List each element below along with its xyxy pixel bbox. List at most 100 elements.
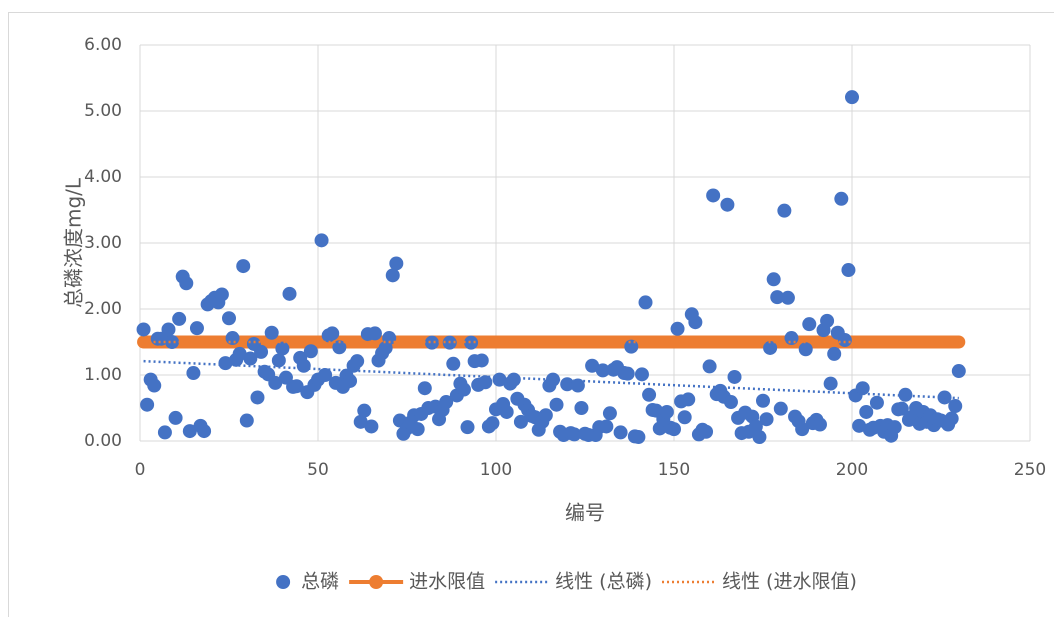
- legend-item: 线性 (进水限值): [662, 571, 857, 593]
- data-point: [474, 353, 489, 368]
- data-point: [140, 397, 155, 412]
- data-point: [424, 335, 439, 350]
- data-point: [898, 387, 913, 402]
- data-point: [727, 369, 742, 384]
- data-point: [852, 418, 867, 433]
- data-point: [855, 381, 870, 396]
- data-point: [951, 364, 966, 379]
- data-point: [894, 401, 909, 416]
- data-point: [499, 404, 514, 419]
- data-point: [567, 427, 582, 442]
- legend-symbol: [276, 575, 291, 589]
- data-point: [784, 331, 799, 346]
- data-point: [136, 322, 151, 337]
- y-tick-label: 3.00: [84, 233, 122, 253]
- y-tick-label: 5.00: [84, 101, 122, 121]
- data-point: [264, 325, 279, 340]
- data-point: [752, 430, 767, 445]
- data-point: [367, 326, 382, 341]
- data-point: [670, 321, 685, 336]
- legend-symbol: [369, 575, 384, 589]
- y-tick-label: 2.00: [84, 299, 122, 319]
- data-point: [634, 367, 649, 382]
- data-point: [222, 311, 236, 326]
- data-point: [699, 424, 714, 439]
- data-point: [570, 378, 585, 393]
- data-point: [770, 290, 785, 305]
- x-tick-label: 150: [658, 460, 690, 480]
- data-point: [250, 390, 265, 405]
- data-point: [631, 430, 646, 445]
- data-point: [827, 346, 842, 361]
- data-point: [197, 424, 212, 439]
- data-point: [659, 404, 674, 419]
- data-point: [186, 366, 201, 381]
- data-point: [706, 188, 721, 203]
- legend-label: 进水限值: [409, 571, 485, 593]
- data-point: [325, 326, 340, 341]
- data-point: [812, 417, 827, 432]
- data-point: [236, 259, 251, 274]
- data-point: [681, 392, 696, 407]
- data-point: [642, 387, 657, 402]
- data-point: [385, 268, 400, 283]
- data-point: [780, 290, 795, 305]
- data-point: [795, 422, 810, 437]
- data-point: [677, 410, 692, 425]
- data-point: [410, 422, 425, 437]
- data-point: [723, 395, 738, 410]
- data-point: [820, 313, 835, 328]
- data-point: [545, 372, 560, 387]
- y-tick-label: 0.00: [84, 431, 122, 451]
- data-point: [595, 363, 610, 378]
- data-point: [549, 397, 564, 412]
- trend-line: [143, 359, 959, 400]
- data-point: [720, 197, 735, 212]
- data-point: [456, 382, 471, 397]
- data-point: [638, 295, 653, 310]
- data-point: [756, 393, 770, 408]
- data-point: [243, 351, 258, 366]
- data-point: [613, 425, 628, 440]
- y-tick-label: 4.00: [84, 167, 122, 187]
- data-point: [702, 359, 717, 374]
- data-point: [357, 403, 372, 418]
- data-point: [189, 321, 204, 336]
- data-point: [834, 191, 849, 206]
- data-point: [777, 203, 792, 218]
- data-point: [798, 342, 813, 357]
- data-point: [845, 90, 859, 105]
- legend-item: 线性 (总磷): [495, 571, 652, 593]
- data-point: [506, 372, 521, 387]
- data-point: [382, 331, 397, 346]
- data-point: [218, 356, 233, 371]
- data-point: [364, 419, 379, 434]
- y-tick-label: 1.00: [84, 365, 122, 385]
- data-point: [271, 353, 286, 368]
- data-point: [161, 322, 176, 337]
- data-point: [182, 424, 197, 439]
- x-tick-label: 100: [480, 460, 512, 480]
- data-point: [350, 354, 365, 369]
- data-point: [492, 372, 507, 387]
- data-point: [353, 414, 368, 429]
- legend-label: 线性 (进水限值): [722, 571, 857, 593]
- data-point: [157, 425, 172, 440]
- data-point: [275, 341, 290, 356]
- data-point: [417, 381, 432, 396]
- data-point: [446, 356, 461, 371]
- y-tick-label: 6.00: [84, 35, 122, 55]
- legend-item: 总磷: [276, 571, 339, 593]
- data-point: [303, 344, 318, 359]
- data-point: [439, 395, 454, 410]
- data-point: [179, 276, 194, 291]
- data-point: [232, 346, 247, 361]
- data-point: [837, 333, 852, 348]
- x-tick-label: 0: [135, 460, 146, 480]
- data-point: [289, 379, 304, 394]
- data-point: [766, 272, 781, 287]
- data-point: [944, 411, 959, 426]
- data-point: [282, 286, 297, 301]
- data-point: [763, 340, 778, 355]
